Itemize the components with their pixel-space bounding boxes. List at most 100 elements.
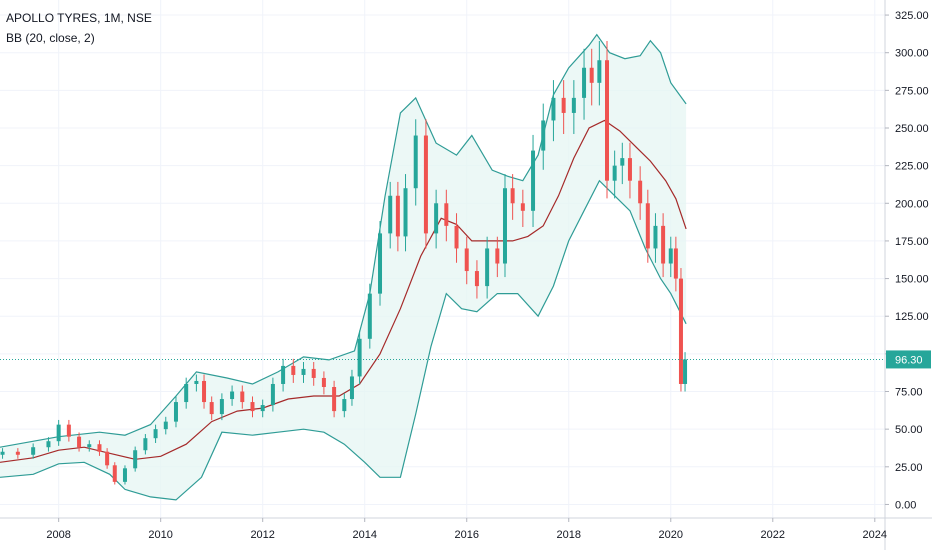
candle-body[interactable] — [444, 203, 449, 226]
candle-body[interactable] — [683, 359, 688, 384]
candle-body[interactable] — [605, 60, 610, 181]
last-price-badge — [886, 350, 931, 369]
candle-body[interactable] — [184, 383, 189, 403]
candle-body[interactable] — [541, 120, 546, 151]
chart-legend: APOLLO TYRES, 1M, NSE BB (20, close, 2) — [6, 8, 152, 48]
candle-body[interactable] — [668, 248, 673, 264]
price-tick-label: 75.00 — [895, 387, 923, 399]
candle-body[interactable] — [413, 135, 418, 189]
candle-body[interactable] — [485, 248, 490, 287]
candle-body[interactable] — [0, 451, 5, 455]
candle-body[interactable] — [612, 165, 617, 181]
last-price-text: 96.30 — [895, 354, 923, 366]
bollinger-basis-line — [0, 119, 687, 463]
price-tick-label: 250.00 — [895, 123, 929, 135]
candle-body[interactable] — [678, 278, 683, 384]
candle-body[interactable] — [510, 188, 515, 204]
indicator-label[interactable]: BB (20, close, 2) — [6, 31, 95, 45]
candle-body[interactable] — [627, 158, 632, 181]
candle-body[interactable] — [502, 188, 507, 264]
candle-body[interactable] — [46, 441, 51, 448]
candle-body[interactable] — [589, 67, 594, 83]
candle-body[interactable] — [495, 248, 500, 264]
candle-body[interactable] — [133, 450, 138, 469]
candle-body[interactable] — [597, 60, 602, 83]
candle-body[interactable] — [464, 248, 469, 272]
candle-body[interactable] — [270, 383, 275, 406]
candle-body[interactable] — [311, 368, 316, 378]
last-price-label: 96.30 — [886, 350, 931, 369]
candle-body[interactable] — [653, 225, 658, 249]
candle-body[interactable] — [349, 376, 354, 400]
candle-body[interactable] — [357, 338, 362, 377]
price-tick-label: 50.00 — [895, 424, 923, 436]
candle-body[interactable] — [105, 451, 110, 466]
time-tick-label: 2022 — [761, 529, 785, 541]
price-tick-label: 200.00 — [895, 198, 929, 210]
time-tick-label: 2024 — [863, 529, 887, 541]
candle-body[interactable] — [230, 391, 235, 400]
candle-body[interactable] — [378, 233, 383, 294]
candle-body[interactable] — [645, 203, 650, 249]
candle-body[interactable] — [97, 444, 102, 452]
candle-body[interactable] — [87, 444, 92, 448]
candle-body[interactable] — [388, 195, 393, 234]
candle-body[interactable] — [367, 293, 372, 339]
time-tick-label: 2014 — [352, 529, 376, 541]
candle-body[interactable] — [403, 188, 408, 237]
bollinger-band-fill — [0, 34, 687, 500]
candle-body[interactable] — [571, 97, 576, 113]
candle-body[interactable] — [321, 377, 326, 387]
candle-body[interactable] — [163, 421, 168, 430]
candle-body[interactable] — [620, 158, 625, 166]
candle-body[interactable] — [122, 468, 127, 482]
candle-body[interactable] — [673, 248, 678, 279]
candles[interactable] — [0, 40, 688, 485]
candle-body[interactable] — [342, 399, 347, 412]
candle-body[interactable] — [240, 391, 245, 403]
candle-body[interactable] — [661, 225, 666, 264]
time-tick-label: 2010 — [148, 529, 172, 541]
candle-body[interactable] — [291, 365, 296, 375]
candle-body[interactable] — [281, 365, 286, 384]
time-tick-label: 2020 — [659, 529, 683, 541]
candle-body[interactable] — [260, 405, 265, 412]
candle-body[interactable] — [194, 380, 199, 384]
symbol-title[interactable]: APOLLO TYRES, 1M, NSE — [6, 11, 152, 25]
candle-body[interactable] — [209, 402, 214, 415]
candle-body[interactable] — [551, 97, 556, 121]
bollinger-upper-band — [0, 33, 687, 448]
candle-body[interactable] — [395, 195, 400, 237]
candle-body[interactable] — [112, 465, 117, 482]
price-tick-label: 300.00 — [895, 48, 929, 60]
candle-body[interactable] — [561, 97, 566, 113]
price-tick-label: 225.00 — [895, 161, 929, 173]
candle-body[interactable] — [219, 399, 224, 415]
candle-body[interactable] — [77, 436, 82, 448]
candle-body[interactable] — [250, 402, 255, 412]
candle-body[interactable] — [454, 225, 459, 249]
candle-body[interactable] — [31, 447, 36, 455]
candle-body[interactable] — [520, 203, 525, 211]
candle-body[interactable] — [143, 438, 148, 451]
candle-body[interactable] — [423, 135, 428, 234]
candle-body[interactable] — [66, 424, 71, 437]
candle-body[interactable] — [153, 429, 158, 439]
candle-body[interactable] — [582, 67, 587, 98]
candle-body[interactable] — [332, 386, 337, 412]
candle-body[interactable] — [173, 402, 178, 422]
price-tick-label: 275.00 — [895, 85, 929, 97]
candle-body[interactable] — [434, 203, 439, 234]
candle-body[interactable] — [15, 451, 20, 455]
candle-body[interactable] — [301, 368, 306, 375]
candle-body[interactable] — [638, 180, 643, 204]
candle-body[interactable] — [531, 150, 536, 211]
bollinger-lower-band — [0, 179, 687, 501]
candle-body[interactable] — [56, 424, 61, 442]
candle-body[interactable] — [202, 380, 207, 403]
price-tick-label: 175.00 — [895, 236, 929, 248]
candle-body[interactable] — [474, 271, 479, 287]
price-tick-label: 0.00 — [895, 499, 916, 511]
